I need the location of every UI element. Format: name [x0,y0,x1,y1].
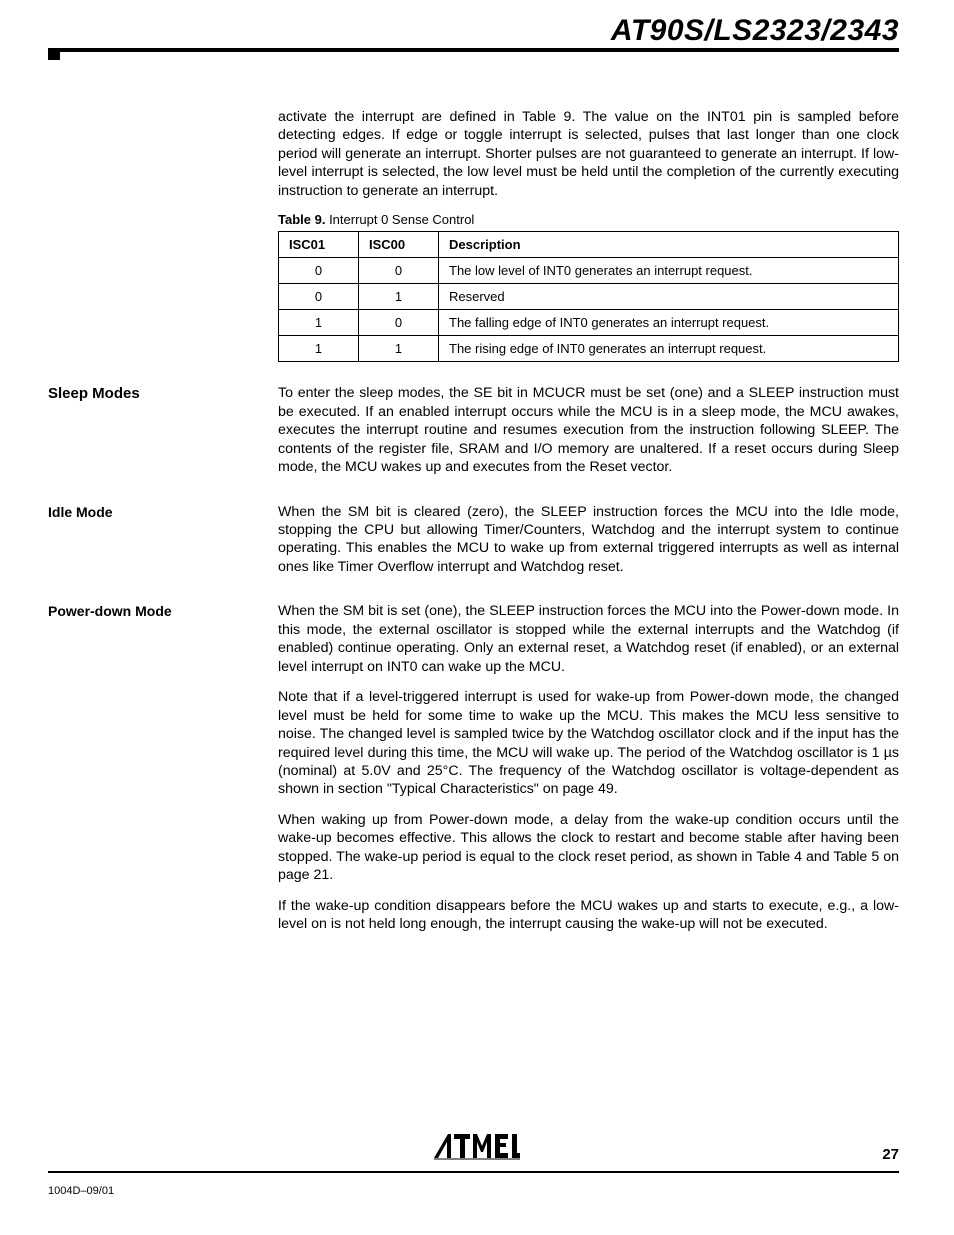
table9-cell-0-2: The low level of INT0 generates an inter… [439,258,899,284]
table9-cell-0-0: 0 [279,258,359,284]
heading-power-down: Power-down Mode [48,602,278,619]
table9-col-0: ISC01 [279,232,359,258]
table9-cell-3-2: The rising edge of INT0 generates an int… [439,336,899,362]
atmel-logo [434,1132,520,1165]
intro-paragraph: activate the interrupt are defined in Ta… [278,108,899,200]
heading-sleep-modes: Sleep Modes [48,384,278,402]
table9-caption: Table 9. Interrupt 0 Sense Control [278,212,899,227]
footer-rule [48,1171,899,1173]
para-idle-mode: When the SM bit is cleared (zero), the S… [278,503,899,577]
table-row: 11The rising edge of INT0 generates an i… [279,336,899,362]
table9-header-row: ISC01ISC00Description [279,232,899,258]
header-rule [48,48,899,52]
table9-caption-text: Interrupt 0 Sense Control [325,212,474,227]
table9-col-2: Description [439,232,899,258]
table9-cell-2-0: 1 [279,310,359,336]
table-row: 10The falling edge of INT0 generates an … [279,310,899,336]
section-sleep-modes: Sleep Modes To enter the sleep modes, th… [48,384,899,488]
table9-cell-3-1: 1 [359,336,439,362]
table9-cell-2-1: 0 [359,310,439,336]
para-power-down-3: When waking up from Power-down mode, a d… [278,811,899,885]
table9-cell-1-1: 1 [359,284,439,310]
table9-cell-0-1: 0 [359,258,439,284]
section-idle-mode: Idle Mode When the SM bit is cleared (ze… [48,503,899,589]
page-number: 27 [882,1146,899,1163]
page-content: activate the interrupt are defined in Ta… [48,108,899,960]
heading-idle-mode: Idle Mode [48,503,278,520]
table9-body: 00The low level of INT0 generates an int… [279,258,899,362]
para-power-down-4: If the wake-up condition disappears befo… [278,897,899,934]
table9-cell-2-2: The falling edge of INT0 generates an in… [439,310,899,336]
para-power-down-1: When the SM bit is set (one), the SLEEP … [278,602,899,676]
para-power-down-2: Note that if a level-triggered interrupt… [278,688,899,799]
document-title: AT90S/LS2323/2343 [611,14,899,48]
section-power-down: Power-down Mode When the SM bit is set (… [48,602,899,945]
para-sleep-modes: To enter the sleep modes, the SE bit in … [278,384,899,476]
table9-caption-label: Table 9. [278,212,325,227]
table-row: 01Reserved [279,284,899,310]
table9-cell-3-0: 1 [279,336,359,362]
table-row: 00The low level of INT0 generates an int… [279,258,899,284]
footer-doc-code: 1004D–09/01 [48,1185,114,1197]
table9-cell-1-0: 0 [279,284,359,310]
table9-cell-1-2: Reserved [439,284,899,310]
table9-col-1: ISC00 [359,232,439,258]
table9: ISC01ISC00Description 00The low level of… [278,231,899,362]
